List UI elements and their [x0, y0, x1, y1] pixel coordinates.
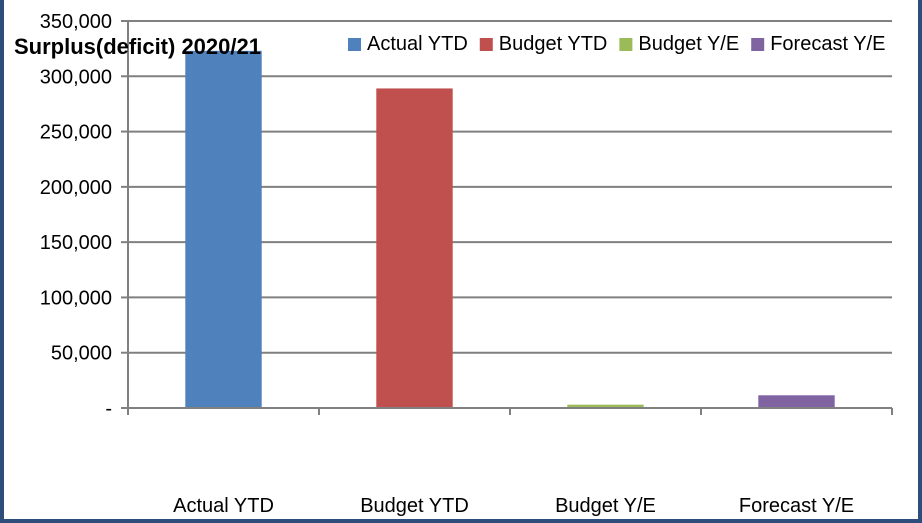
- x-category-label-budget-y-e: Budget Y/E: [555, 495, 656, 517]
- y-tick-label-50000: 50,000: [51, 343, 112, 365]
- x-category-label-actual-ytd: Actual YTD: [173, 495, 274, 517]
- legend-label-budget-ytd: Budget YTD: [499, 33, 608, 55]
- y-tick-label-100000: 100,000: [40, 287, 112, 309]
- legend-label-forecast-y-e: Forecast Y/E: [770, 33, 885, 55]
- legend: Actual YTD Budget YTD Budget Y/E Forecast Y…: [348, 33, 885, 55]
- y-tick-label-200000: 200,000: [40, 177, 112, 199]
- legend-swatch-budget-ytd: [479, 38, 493, 51]
- y-tick-label-150000: 150,000: [40, 232, 112, 254]
- bar-forecast-y-e: [758, 395, 835, 408]
- y-tick-label-0: -: [105, 398, 112, 420]
- y-tick-label-350000: 350,000: [40, 11, 112, 33]
- y-tick-label-300000: 300,000: [40, 66, 112, 88]
- y-tick-label-250000: 250,000: [40, 122, 112, 144]
- chart-title: Surplus(deficit) 2020/21: [14, 34, 261, 59]
- axes: [121, 20, 893, 415]
- x-category-label-forecast-y-e: Forecast Y/E: [739, 495, 854, 517]
- bars: [185, 50, 835, 409]
- legend-swatch-forecast-y-e: [751, 38, 765, 51]
- legend-label-actual-ytd: Actual YTD: [367, 33, 468, 55]
- bar-budget-y-e: [567, 404, 644, 408]
- bar-actual-ytd: [185, 50, 262, 409]
- x-axis-category-labels: Actual YTD Budget YTD Budget Y/E Forecast Y…: [173, 495, 854, 517]
- legend-label-budget-y-e: Budget Y/E: [638, 33, 739, 55]
- x-category-label-budget-ytd: Budget YTD: [360, 495, 469, 517]
- legend-swatch-budget-y-e: [619, 38, 633, 51]
- y-axis-tick-labels: - 50,000 100,000 150,000 200,000 250,000 300,0…: [40, 11, 112, 420]
- legend-swatch-actual-ytd: [348, 38, 361, 51]
- bar-budget-ytd: [376, 88, 453, 408]
